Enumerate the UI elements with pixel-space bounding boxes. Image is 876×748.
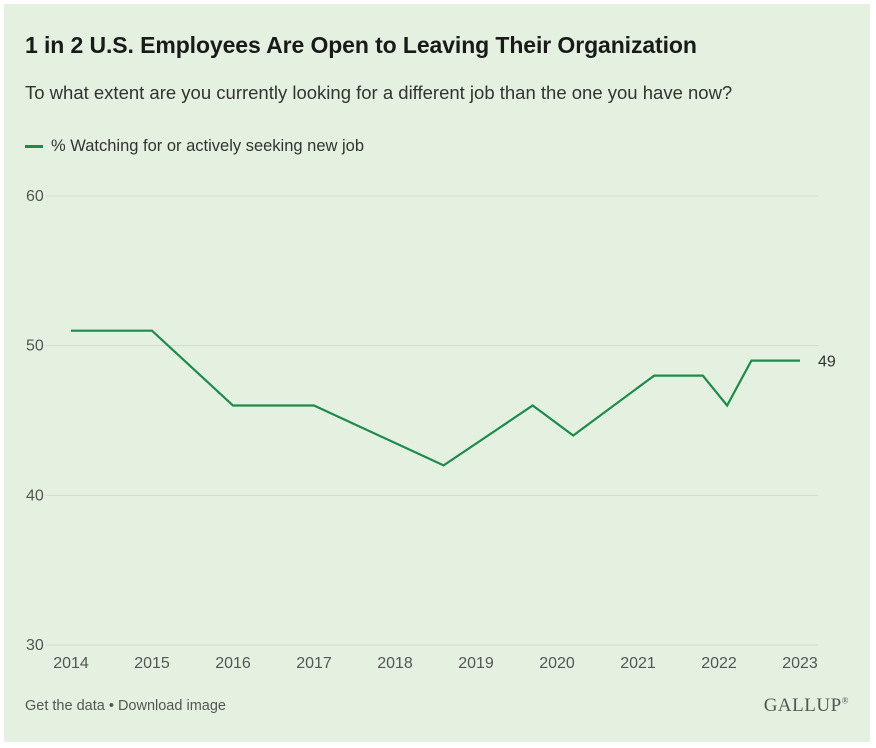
data-point bbox=[749, 358, 754, 363]
x-tick-label: 2017 bbox=[296, 655, 332, 672]
grid-lines bbox=[46, 195, 818, 646]
x-tick-label: 2018 bbox=[377, 655, 413, 672]
y-tick-label: 30 bbox=[26, 637, 44, 654]
footer-links: Get the data • Download image bbox=[25, 698, 226, 714]
chart-title: 1 in 2 U.S. Employees Are Open to Leavin… bbox=[25, 32, 697, 58]
x-tick-label: 2023 bbox=[782, 655, 818, 672]
y-tick-label: 40 bbox=[26, 487, 44, 504]
data-point bbox=[798, 358, 803, 363]
chart-legend: % Watching for or actively seeking new j… bbox=[25, 137, 364, 156]
data-point bbox=[69, 328, 74, 333]
gallup-logo: GALLUP® bbox=[764, 695, 849, 717]
data-point bbox=[725, 403, 730, 408]
x-tick-label: 2014 bbox=[53, 655, 89, 672]
data-point bbox=[700, 373, 705, 378]
get-data-link[interactable]: Get the data bbox=[25, 698, 105, 714]
download-image-link[interactable]: Download image bbox=[117, 698, 226, 714]
x-tick-label: 2022 bbox=[701, 655, 737, 672]
y-axis-ticks: 30 40 50 60 bbox=[26, 188, 44, 654]
x-axis-ticks: 2014 2015 2016 2017 2018 2019 2020 2021 2022 2023 bbox=[53, 655, 818, 672]
brand-registered-mark: ® bbox=[841, 695, 849, 706]
chart-card: 1 in 2 U.S. Employees Are Open to Leavin… bbox=[4, 4, 870, 742]
chart-subtitle: To what extent are you currently looking… bbox=[25, 82, 733, 103]
x-tick-label: 2019 bbox=[458, 655, 494, 672]
legend-label: % Watching for or actively seeking new j… bbox=[51, 137, 365, 155]
series-line-0 bbox=[71, 329, 800, 467]
data-point bbox=[652, 373, 657, 378]
x-tick-label: 2021 bbox=[620, 655, 656, 672]
data-point bbox=[150, 328, 155, 333]
x-tick-label: 2015 bbox=[134, 655, 170, 672]
data-point bbox=[231, 403, 236, 408]
series-end-label: 49 bbox=[818, 354, 836, 371]
y-tick-label: 50 bbox=[26, 338, 44, 355]
brand-text: GALLUP bbox=[763, 695, 842, 716]
data-point bbox=[441, 463, 446, 468]
data-point bbox=[571, 433, 576, 438]
series-layer: 49 bbox=[69, 328, 836, 468]
legend-line-swatch bbox=[25, 145, 43, 148]
line-chart: 30 40 50 60 2014 2015 2016 2017 2018 2019 2020 202… bbox=[26, 188, 836, 672]
footer-separator: • bbox=[104, 698, 118, 714]
y-tick-label: 60 bbox=[26, 188, 44, 205]
x-tick-label: 2020 bbox=[539, 655, 575, 672]
x-tick-label: 2016 bbox=[215, 655, 251, 672]
data-point bbox=[530, 403, 535, 408]
data-point bbox=[312, 403, 317, 408]
